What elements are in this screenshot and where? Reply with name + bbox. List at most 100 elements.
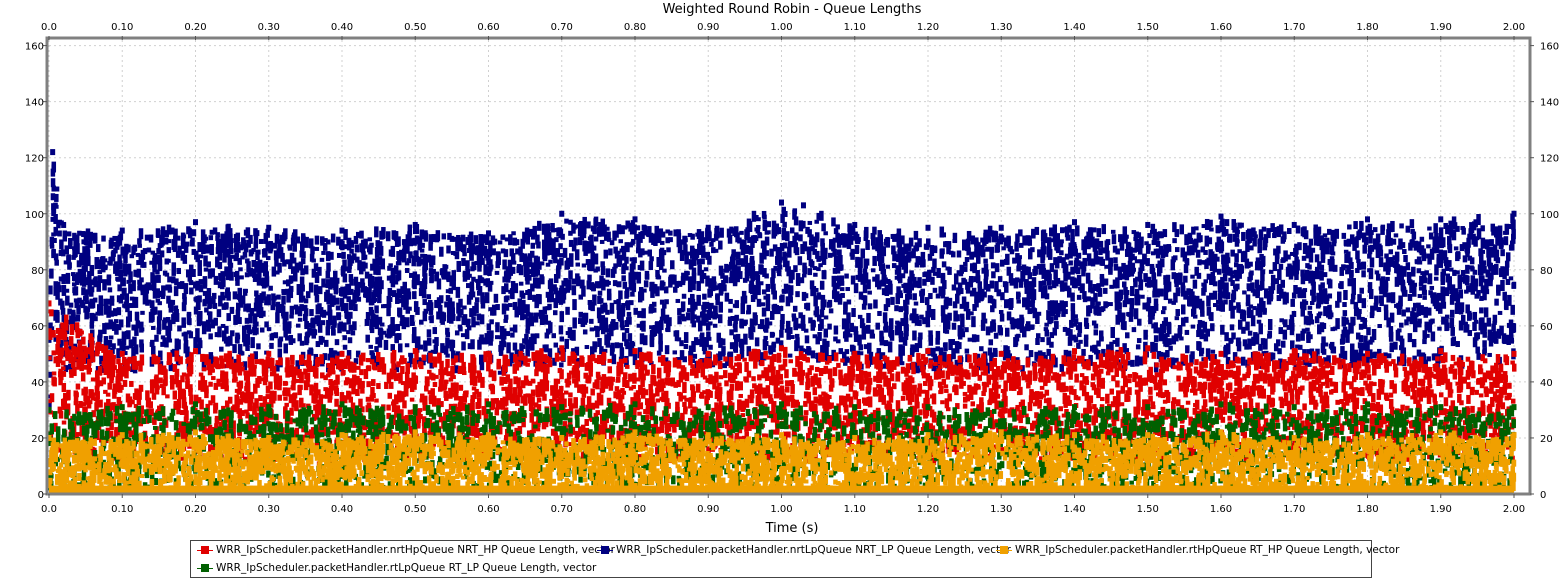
- data-mark: [171, 264, 176, 276]
- data-mark: [466, 283, 471, 289]
- data-mark: [1248, 261, 1253, 267]
- data-mark: [525, 311, 531, 317]
- data-mark: [956, 287, 961, 296]
- data-mark: [509, 248, 515, 257]
- data-mark: [952, 232, 958, 243]
- data-mark: [157, 301, 162, 306]
- data-mark: [1365, 343, 1370, 352]
- data-mark: [1237, 319, 1243, 330]
- data-mark: [599, 308, 604, 314]
- data-mark: [1482, 331, 1487, 338]
- data-mark: [330, 233, 336, 243]
- data-mark: [675, 298, 681, 303]
- data-mark: [1306, 349, 1312, 355]
- data-mark: [296, 284, 302, 296]
- data-mark: [154, 334, 159, 342]
- data-mark: [1482, 347, 1487, 354]
- data-mark: [198, 254, 204, 259]
- data-mark: [584, 345, 590, 350]
- data-mark: [820, 294, 826, 306]
- data-mark: [265, 228, 270, 238]
- data-mark: [888, 283, 893, 295]
- data-mark: [624, 242, 629, 251]
- data-mark: [1301, 292, 1306, 297]
- data-mark: [49, 236, 55, 246]
- data-mark: [565, 306, 570, 315]
- data-mark: [248, 313, 253, 324]
- data-mark: [1129, 298, 1135, 310]
- data-mark: [981, 267, 986, 274]
- data-mark: [832, 248, 837, 257]
- data-mark: [118, 269, 124, 280]
- data-mark: [594, 325, 599, 331]
- data-mark: [1040, 263, 1046, 269]
- data-mark: [1257, 284, 1263, 291]
- data-mark: [640, 248, 645, 256]
- data-mark: [866, 312, 871, 323]
- data-mark: [1444, 314, 1450, 319]
- data-mark: [1160, 249, 1166, 259]
- data-mark: [381, 304, 386, 309]
- data-mark: [506, 342, 511, 354]
- data-mark: [109, 298, 115, 306]
- data-mark: [133, 269, 138, 277]
- data-mark: [991, 299, 997, 309]
- data-mark: [1033, 265, 1038, 275]
- data-mark: [492, 238, 498, 245]
- data-mark: [224, 231, 229, 240]
- data-mark: [569, 253, 574, 258]
- data-mark: [1461, 227, 1466, 235]
- data-mark: [1024, 344, 1029, 351]
- data-mark: [700, 249, 705, 254]
- data-mark: [837, 249, 842, 261]
- data-mark: [74, 301, 79, 309]
- data-mark: [1028, 248, 1033, 260]
- data-mark: [749, 332, 754, 340]
- data-mark: [668, 276, 673, 288]
- data-mark: [680, 313, 685, 320]
- data-mark: [204, 307, 209, 313]
- data-mark: [1054, 245, 1059, 251]
- data-mark: [765, 283, 771, 292]
- data-mark: [325, 251, 331, 262]
- data-mark: [812, 334, 818, 339]
- data-mark: [429, 315, 434, 324]
- data-mark: [680, 301, 686, 312]
- data-mark: [547, 237, 553, 248]
- data-mark: [1465, 304, 1470, 314]
- data-mark: [1197, 319, 1203, 325]
- data-mark: [75, 314, 81, 322]
- data-mark: [1447, 276, 1452, 286]
- data-mark: [833, 297, 839, 303]
- data-mark: [748, 245, 754, 255]
- data-mark: [447, 232, 452, 240]
- data-mark: [62, 230, 68, 242]
- data-mark: [790, 335, 795, 340]
- data-mark: [177, 245, 182, 255]
- data-mark: [745, 262, 750, 270]
- data-mark: [1479, 295, 1484, 301]
- data-mark: [971, 334, 977, 343]
- data-mark: [1281, 340, 1286, 348]
- data-mark: [1178, 273, 1183, 285]
- data-mark: [326, 262, 331, 272]
- data-mark: [373, 265, 378, 275]
- data-mark: [183, 331, 188, 341]
- data-mark: [1357, 352, 1362, 363]
- data-mark: [153, 306, 158, 315]
- data-mark: [683, 343, 689, 349]
- data-mark: [98, 295, 104, 307]
- data-mark: [1427, 323, 1433, 333]
- data-mark: [1492, 314, 1498, 323]
- data-mark: [1172, 238, 1177, 244]
- data-mark: [972, 303, 977, 311]
- data-mark: [50, 193, 56, 201]
- data-mark: [1112, 340, 1118, 345]
- data-mark: [1315, 266, 1320, 271]
- data-mark: [217, 261, 223, 269]
- data-mark: [1307, 310, 1313, 315]
- data-mark: [1282, 329, 1288, 340]
- data-mark: [462, 252, 467, 257]
- data-mark: [1148, 280, 1153, 288]
- data-mark: [636, 272, 642, 284]
